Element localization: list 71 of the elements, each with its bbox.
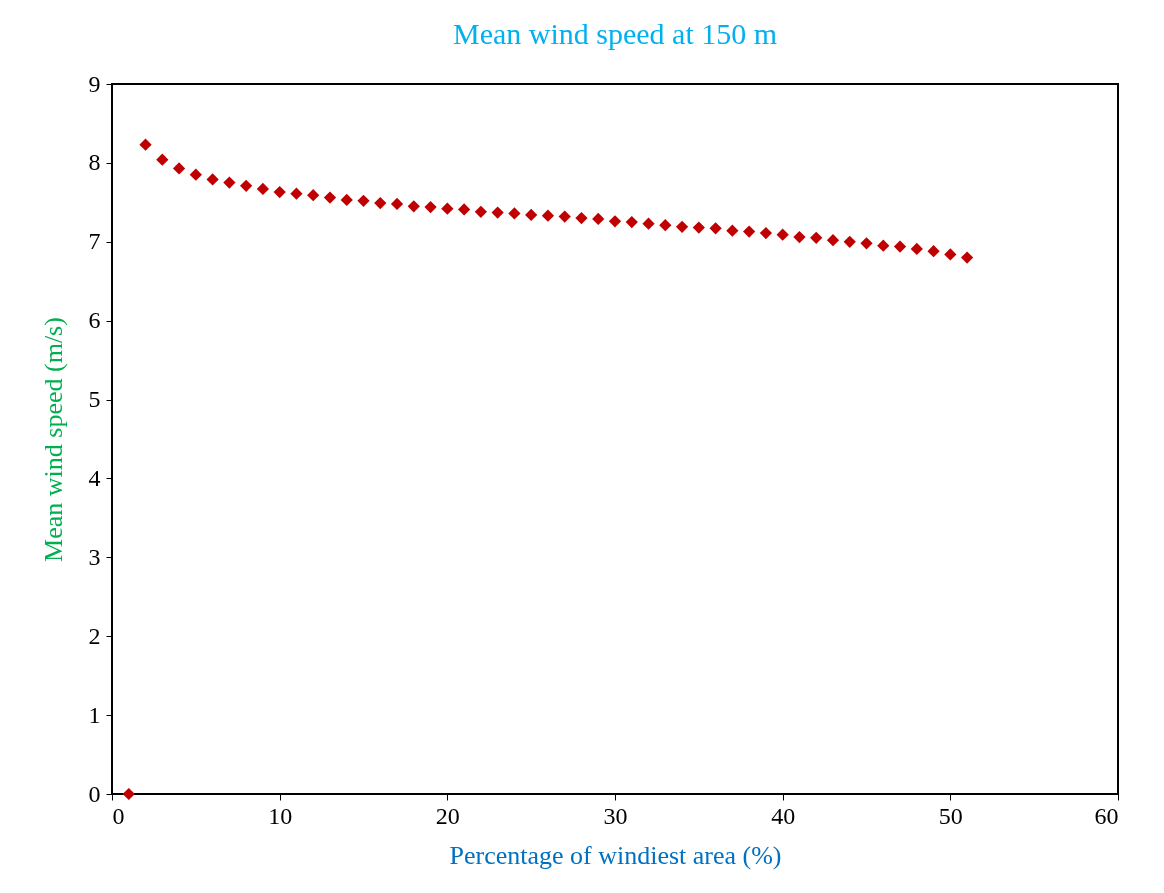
y-tick-label: 9 — [88, 70, 101, 97]
point — [592, 212, 605, 226]
point — [793, 230, 806, 244]
point — [776, 228, 789, 241]
point — [960, 251, 974, 264]
y-tick-label: 6 — [88, 307, 101, 334]
point — [625, 215, 638, 229]
point — [424, 200, 437, 214]
point — [944, 248, 957, 261]
point — [156, 153, 169, 166]
x-tick-label: 30 — [603, 802, 628, 829]
point — [457, 203, 471, 216]
point — [223, 176, 236, 189]
point — [441, 202, 454, 215]
chart-title: Mean wind speed at 150 m — [452, 17, 778, 50]
x-tick-label: 0 — [112, 802, 125, 829]
point — [743, 225, 756, 238]
y-tick-label: 8 — [88, 149, 101, 176]
point — [810, 231, 823, 244]
y-tick-label: 7 — [88, 228, 101, 255]
point — [877, 239, 890, 252]
y-tick-label: 3 — [88, 543, 101, 570]
point — [273, 185, 286, 199]
point — [642, 217, 655, 230]
point — [659, 219, 672, 232]
point — [290, 187, 303, 200]
y-tick-label: 1 — [88, 701, 101, 728]
x-axis-title: Percentage of windiest area (%) — [449, 840, 782, 870]
point — [860, 237, 873, 250]
point — [256, 182, 270, 196]
x-tick-label: 60 — [1094, 802, 1119, 829]
point — [508, 207, 521, 220]
x-tick-label: 10 — [268, 802, 293, 829]
point — [726, 224, 739, 237]
point — [172, 162, 186, 175]
point — [692, 221, 705, 234]
y-tick-label: 0 — [88, 780, 101, 807]
y-tick-label: 2 — [88, 622, 101, 649]
point — [910, 242, 923, 255]
x-tick-label: 20 — [435, 802, 460, 829]
point — [374, 197, 387, 210]
point — [407, 200, 420, 213]
point — [759, 226, 773, 240]
point — [474, 205, 487, 218]
point — [390, 197, 404, 211]
point — [541, 209, 555, 222]
point — [525, 208, 538, 222]
point — [206, 173, 219, 186]
point — [608, 215, 622, 228]
point — [491, 206, 504, 219]
point — [240, 179, 253, 192]
point — [323, 191, 337, 204]
point — [843, 235, 856, 248]
point — [558, 210, 571, 223]
point — [340, 193, 353, 207]
point — [122, 787, 135, 801]
point — [575, 211, 588, 225]
x-tick-label: 40 — [771, 802, 796, 829]
point — [893, 240, 907, 253]
point — [307, 189, 320, 202]
y-axis-title: Mean wind speed (m/s) — [38, 317, 68, 562]
y-tick-label: 4 — [88, 464, 101, 491]
x-tick-label: 50 — [938, 802, 963, 829]
y-tick-label: 5 — [88, 386, 101, 413]
point — [189, 168, 202, 181]
point — [927, 245, 940, 258]
point — [139, 138, 152, 151]
point — [357, 194, 370, 207]
point — [675, 220, 689, 233]
point — [826, 234, 840, 247]
point — [709, 222, 722, 235]
